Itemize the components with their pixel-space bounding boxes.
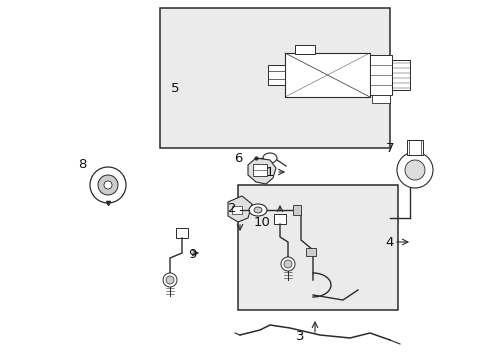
Text: 1: 1 xyxy=(265,166,274,179)
Ellipse shape xyxy=(253,207,262,213)
Bar xyxy=(252,164,266,176)
Ellipse shape xyxy=(248,204,266,216)
Text: 7: 7 xyxy=(385,141,393,154)
Text: 6: 6 xyxy=(233,152,242,165)
Bar xyxy=(292,205,301,215)
Polygon shape xyxy=(227,196,251,222)
Circle shape xyxy=(90,167,126,203)
Bar xyxy=(176,228,187,238)
Bar xyxy=(273,214,285,224)
Bar xyxy=(305,248,315,256)
Bar xyxy=(231,206,242,214)
Bar xyxy=(391,60,409,90)
Bar xyxy=(267,65,285,85)
Text: 8: 8 xyxy=(78,158,86,171)
Text: 3: 3 xyxy=(295,329,304,342)
Ellipse shape xyxy=(263,153,276,163)
Bar xyxy=(285,53,369,97)
Text: 2: 2 xyxy=(227,202,236,215)
Bar xyxy=(406,140,422,155)
Text: 10: 10 xyxy=(253,216,270,229)
Bar xyxy=(238,185,397,310)
Text: 4: 4 xyxy=(385,235,393,248)
Circle shape xyxy=(396,152,432,188)
Bar xyxy=(294,45,314,54)
Circle shape xyxy=(404,160,424,180)
Circle shape xyxy=(104,181,112,189)
Circle shape xyxy=(163,273,177,287)
Text: 5: 5 xyxy=(170,81,179,94)
Circle shape xyxy=(98,175,118,195)
Circle shape xyxy=(281,257,294,271)
Circle shape xyxy=(284,260,291,268)
Circle shape xyxy=(165,276,174,284)
Text: 9: 9 xyxy=(187,248,196,261)
Polygon shape xyxy=(247,158,275,184)
Bar xyxy=(369,55,391,95)
Bar xyxy=(160,8,389,148)
Bar xyxy=(371,95,389,103)
